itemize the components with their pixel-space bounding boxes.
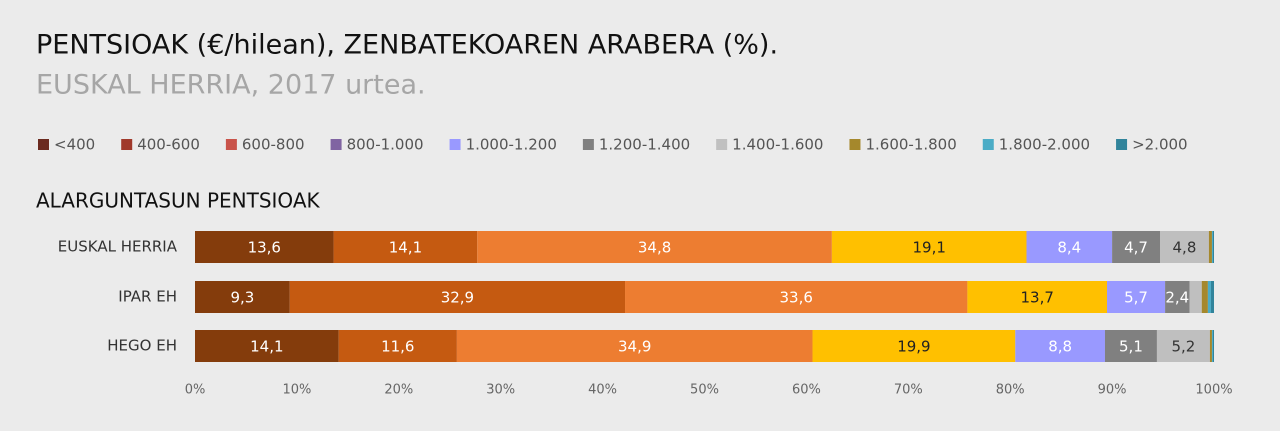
legend-swatch	[1116, 139, 1128, 150]
bar-segment	[1209, 330, 1212, 362]
data-label: 8,8	[1048, 338, 1072, 356]
legend-swatch	[849, 139, 861, 150]
bar-segment	[1112, 231, 1160, 263]
x-tick-label: 100%	[1195, 383, 1232, 398]
legend-swatch	[449, 139, 461, 150]
data-label: 32,9	[441, 289, 474, 307]
legend-label: <400	[54, 136, 95, 154]
bar-segment	[1201, 281, 1208, 313]
data-label: 34,8	[638, 239, 671, 257]
bar-segment	[1159, 231, 1209, 263]
bar-segment	[477, 231, 832, 263]
legend-label: 1.200-1.400	[599, 136, 690, 154]
bar-segment	[1015, 330, 1105, 362]
data-label: 13,7	[1021, 289, 1054, 307]
bar-segment	[1212, 330, 1214, 362]
legend-swatch	[121, 139, 133, 150]
bar-segment	[1211, 231, 1213, 263]
data-label: 14,1	[250, 338, 283, 356]
bar-segment	[1165, 281, 1190, 313]
x-tick-label: 40%	[588, 383, 617, 398]
data-label: 5,2	[1172, 338, 1196, 356]
legend-swatch	[716, 139, 728, 150]
bar-segment	[289, 281, 626, 313]
data-label: 5,1	[1119, 338, 1143, 356]
chart-subtitle: EUSKAL HERRIA, 2017 urtea.	[36, 70, 426, 101]
bar-segment	[1026, 231, 1113, 263]
x-tick-label: 70%	[894, 383, 923, 398]
data-label: 19,9	[897, 338, 930, 356]
legend-label: 600-800	[242, 136, 305, 154]
legend-label: 1.400-1.600	[732, 136, 823, 154]
bar-segment	[195, 281, 290, 313]
bar-segment	[1189, 281, 1202, 313]
bar-segment	[1156, 330, 1210, 362]
x-tick-label: 50%	[690, 383, 719, 398]
legend-label: 1.800-2.000	[999, 136, 1090, 154]
x-tick-label: 80%	[996, 383, 1025, 398]
data-label: 2,4	[1165, 289, 1189, 307]
bar-segment	[1207, 281, 1211, 313]
data-label: 5,7	[1124, 289, 1148, 307]
data-label: 8,4	[1057, 239, 1081, 257]
data-label: 4,8	[1173, 239, 1197, 257]
bar-segment	[812, 330, 1016, 362]
legend-swatch	[330, 139, 342, 150]
bar-segment	[1211, 330, 1213, 362]
x-tick-label: 20%	[384, 383, 413, 398]
bar-segment	[456, 330, 813, 362]
category-label: IPAR EH	[118, 288, 177, 306]
data-label: 4,7	[1124, 239, 1148, 257]
legend-label: 1.000-1.200	[466, 136, 557, 154]
bar-segment	[1107, 281, 1166, 313]
legend-swatch	[582, 139, 594, 150]
bar-segment	[1210, 281, 1214, 313]
legend-swatch	[225, 139, 237, 150]
x-tick-label: 10%	[282, 383, 311, 398]
x-tick-label: 30%	[486, 383, 515, 398]
legend-label: 1.600-1.800	[865, 136, 956, 154]
x-tick-label: 60%	[792, 383, 821, 398]
category-label: HEGO EH	[107, 337, 177, 355]
chart-title: PENTSIOAK (€/hilean), ZENBATEKOAREN ARAB…	[36, 30, 778, 61]
data-label: 34,9	[618, 338, 651, 356]
bar-segment	[1212, 231, 1214, 263]
legend-label: 400-600	[137, 136, 200, 154]
bar-segment	[195, 231, 334, 263]
bar-segment	[338, 330, 457, 362]
data-label: 11,6	[381, 338, 414, 356]
data-label: 14,1	[389, 239, 422, 257]
bar-segment	[625, 281, 968, 313]
bar-segment	[1104, 330, 1157, 362]
bar-segment	[831, 231, 1027, 263]
bar-segment	[333, 231, 478, 263]
data-label: 13,6	[248, 239, 281, 257]
bar-segment	[195, 330, 339, 362]
data-label: 9,3	[230, 289, 254, 307]
data-label: 19,1	[912, 239, 945, 257]
legend-label: >2.000	[1132, 136, 1188, 154]
data-label: 33,6	[780, 289, 813, 307]
bar-segment	[967, 281, 1108, 313]
x-tick-label: 0%	[185, 383, 206, 398]
section-title: ALARGUNTASUN PENTSIOAK	[36, 189, 320, 213]
legend-swatch	[982, 139, 994, 150]
legend-swatch	[38, 139, 49, 150]
bar-segment	[1208, 231, 1212, 263]
category-label: EUSKAL HERRIA	[58, 238, 178, 256]
x-tick-label: 90%	[1098, 383, 1127, 398]
legend-label: 800-1.000	[347, 136, 424, 154]
